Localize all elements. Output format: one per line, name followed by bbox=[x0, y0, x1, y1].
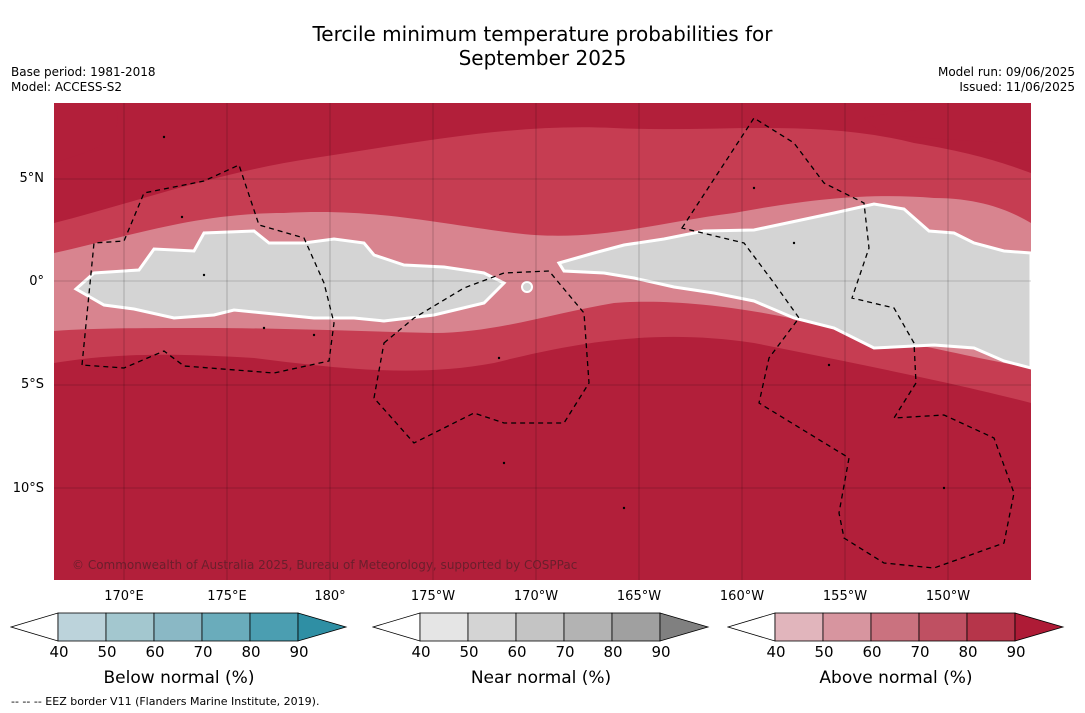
colorbar-near bbox=[372, 612, 710, 642]
colorbar-below-label: Below normal (%) bbox=[103, 668, 255, 688]
eez-borders bbox=[81, 117, 1015, 569]
lon-label-170e: 170°E bbox=[104, 589, 144, 604]
cb-near-tick-90: 90 bbox=[651, 643, 671, 661]
cb-above-tick-50: 50 bbox=[814, 643, 834, 661]
lon-label-155w: 155°W bbox=[822, 589, 868, 604]
cb-above-tick-60: 60 bbox=[862, 643, 882, 661]
model-run: Model run: 09/06/2025 bbox=[937, 65, 1075, 79]
cb-near-tick-40: 40 bbox=[411, 643, 431, 661]
model-name: Model: ACCESS-S2 bbox=[11, 80, 123, 94]
near-normal-islet bbox=[521, 281, 533, 293]
colorbar-segment bbox=[918, 612, 968, 642]
title-line-1: Tercile minimum temperature probabilitie… bbox=[312, 22, 773, 46]
colorbar-upper-arrow bbox=[659, 612, 710, 642]
cb-below-tick-40: 40 bbox=[49, 643, 69, 661]
meta-right: Model run: 09/06/2025 Issued: 11/06/2025 bbox=[938, 65, 1075, 95]
above-deep-patch-north bbox=[864, 106, 1031, 143]
lon-label-160w: 160°W bbox=[719, 589, 765, 604]
probability-map bbox=[54, 103, 1031, 580]
colorbar-upper-arrow bbox=[297, 612, 348, 642]
colorbar-segment bbox=[774, 612, 824, 642]
cb-below-tick-60: 60 bbox=[145, 643, 165, 661]
cb-below-tick-90: 90 bbox=[289, 643, 309, 661]
cb-above-tick-80: 80 bbox=[958, 643, 978, 661]
colorbar-below-segments bbox=[10, 612, 348, 642]
lat-label-5n: 5°N bbox=[19, 171, 45, 186]
colorbar-above bbox=[727, 612, 1065, 642]
colorbar-near-label: Near normal (%) bbox=[470, 668, 612, 688]
colorbar-segment bbox=[870, 612, 920, 642]
gridlines bbox=[54, 103, 1031, 580]
colorbar-segment bbox=[563, 612, 613, 642]
colorbar-segment bbox=[105, 612, 155, 642]
map-credit: © Commonwealth of Australia 2025, Bureau… bbox=[72, 558, 578, 572]
near-normal-west bbox=[73, 229, 507, 323]
lon-label-180: 180° bbox=[314, 589, 346, 604]
cb-near-tick-60: 60 bbox=[507, 643, 527, 661]
title-line-2: September 2025 bbox=[458, 46, 627, 70]
map-title: Tercile minimum temperature probabilitie… bbox=[0, 22, 1085, 70]
cb-below-tick-50: 50 bbox=[97, 643, 117, 661]
cb-near-tick-70: 70 bbox=[555, 643, 575, 661]
island-dots bbox=[162, 135, 946, 510]
lon-label-175e: 175°E bbox=[207, 589, 247, 604]
cb-near-tick-50: 50 bbox=[459, 643, 479, 661]
colorbar-segment bbox=[515, 612, 565, 642]
colorbar-segment bbox=[966, 612, 1016, 642]
cb-below-tick-80: 80 bbox=[241, 643, 261, 661]
cb-above-tick-70: 70 bbox=[910, 643, 930, 661]
lat-label-5s: 5°S bbox=[20, 377, 44, 392]
colorbar-below bbox=[10, 612, 348, 642]
cb-near-tick-80: 80 bbox=[603, 643, 623, 661]
lat-label-10s: 10°S bbox=[12, 481, 44, 496]
base-period: Base period: 1981-2018 bbox=[11, 65, 156, 79]
colorbar-lower-arrow bbox=[372, 612, 421, 642]
colorbar-segment bbox=[467, 612, 517, 642]
colorbar-segment bbox=[249, 612, 299, 642]
colorbar-segment bbox=[611, 612, 661, 642]
colorbar-segment bbox=[822, 612, 872, 642]
colorbar-segment bbox=[419, 612, 469, 642]
above-deep-patch-west bbox=[54, 103, 118, 163]
colorbar-segment bbox=[153, 612, 203, 642]
cb-above-tick-40: 40 bbox=[766, 643, 786, 661]
colorbar-above-label: Above normal (%) bbox=[819, 668, 973, 688]
colorbar-lower-arrow bbox=[727, 612, 776, 642]
cb-above-tick-90: 90 bbox=[1006, 643, 1026, 661]
issued-date: Issued: 11/06/2025 bbox=[959, 80, 1075, 94]
colorbar-segment bbox=[57, 612, 107, 642]
near-normal-east bbox=[556, 202, 1031, 370]
lat-label-0: 0° bbox=[29, 274, 44, 289]
lon-label-150w: 150°W bbox=[925, 589, 971, 604]
colorbar-near-segments bbox=[372, 612, 710, 642]
cb-below-tick-70: 70 bbox=[193, 643, 213, 661]
colorbar-segment bbox=[201, 612, 251, 642]
colorbar-above-segments bbox=[727, 612, 1065, 642]
lon-label-170w: 170°W bbox=[513, 589, 559, 604]
lon-label-165w: 165°W bbox=[616, 589, 662, 604]
meta-left: Base period: 1981-2018 Model: ACCESS-S2 bbox=[11, 65, 156, 95]
colorbar-upper-arrow bbox=[1014, 612, 1065, 642]
colorbar-lower-arrow bbox=[10, 612, 59, 642]
eez-footer-note: -- -- -- EEZ border V11 (Flanders Marine… bbox=[11, 695, 320, 708]
lon-label-175w: 175°W bbox=[410, 589, 456, 604]
